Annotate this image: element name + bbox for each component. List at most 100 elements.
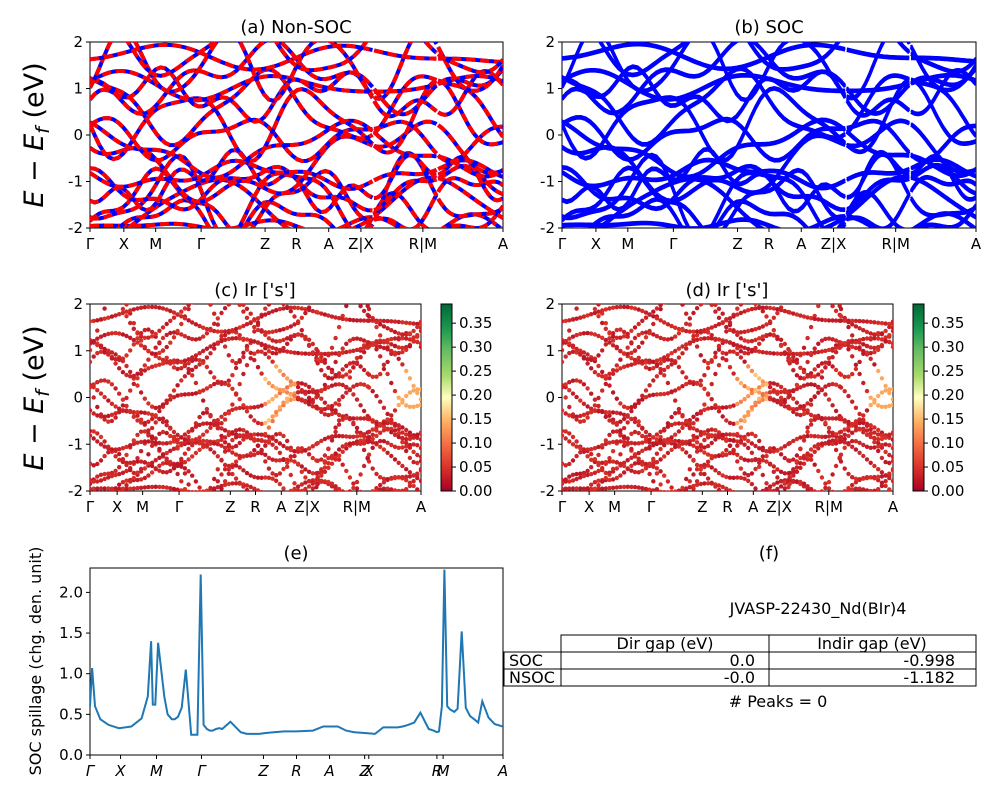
projection-point bbox=[277, 431, 283, 436]
projection-point bbox=[135, 456, 140, 461]
projection-point bbox=[581, 447, 587, 452]
projection-point bbox=[603, 373, 608, 379]
projection-point bbox=[381, 420, 387, 425]
band-line bbox=[90, 67, 374, 148]
projection-point bbox=[567, 280, 571, 284]
projection-point bbox=[691, 443, 696, 448]
projection-point bbox=[563, 463, 568, 468]
projection-point bbox=[378, 318, 383, 323]
projection-point bbox=[658, 469, 663, 474]
projection-point bbox=[658, 366, 663, 372]
projection-point bbox=[791, 358, 796, 364]
projection-point bbox=[237, 433, 242, 438]
projection-point bbox=[864, 488, 870, 491]
projection-point bbox=[259, 421, 264, 426]
projection-point bbox=[255, 443, 261, 448]
projection-point bbox=[299, 446, 304, 451]
band-line bbox=[90, 87, 374, 164]
projection-point bbox=[90, 486, 93, 491]
projection-point bbox=[274, 394, 279, 399]
projection-point bbox=[742, 442, 747, 447]
projection-point bbox=[629, 431, 634, 436]
projection-point bbox=[193, 450, 199, 456]
projection-point bbox=[853, 486, 859, 491]
projection-point bbox=[303, 335, 308, 341]
projection-point bbox=[351, 348, 356, 353]
projection-point bbox=[691, 426, 696, 431]
projection-point bbox=[288, 305, 293, 310]
projection-point bbox=[124, 372, 129, 378]
panel-b-ytick-label: 1 bbox=[545, 80, 555, 98]
projection-point bbox=[361, 367, 367, 373]
projection-point bbox=[106, 284, 110, 288]
projection-point bbox=[252, 329, 257, 334]
projection-point bbox=[833, 338, 839, 343]
projection-point bbox=[662, 490, 667, 491]
projection-point bbox=[767, 449, 773, 454]
projection-point bbox=[277, 441, 283, 446]
projection-point bbox=[124, 309, 129, 314]
projection-point bbox=[666, 295, 670, 299]
panel-e-title: (e) bbox=[283, 543, 308, 564]
projection-point bbox=[640, 330, 645, 336]
projection-point bbox=[201, 421, 206, 426]
projection-point bbox=[392, 432, 398, 437]
projection-point bbox=[816, 372, 821, 377]
projection-point bbox=[274, 478, 279, 483]
projection-point bbox=[347, 317, 353, 322]
projection-point bbox=[749, 481, 755, 487]
panel-b-ytick-label: -1 bbox=[540, 173, 555, 191]
projection-point bbox=[404, 336, 409, 341]
projection-point bbox=[698, 378, 703, 383]
projection-point bbox=[614, 335, 619, 340]
projection-point bbox=[890, 468, 893, 473]
peaks-count: # Peaks = 0 bbox=[729, 692, 828, 711]
projection-point bbox=[288, 447, 293, 453]
projection-point bbox=[226, 463, 231, 469]
projection-point bbox=[171, 310, 177, 315]
projection-point bbox=[830, 416, 835, 421]
projection-point bbox=[702, 445, 707, 450]
projection-point bbox=[589, 465, 594, 470]
projection-point bbox=[647, 462, 652, 467]
projection-point bbox=[306, 402, 312, 407]
projection-point bbox=[727, 443, 733, 448]
projection-point bbox=[274, 438, 279, 444]
projection-point bbox=[400, 320, 405, 325]
projection-point bbox=[842, 440, 847, 445]
projection-point bbox=[389, 430, 394, 435]
projection-point bbox=[418, 402, 421, 407]
projection-point bbox=[782, 444, 787, 449]
projection-point bbox=[90, 433, 93, 438]
projection-point bbox=[310, 308, 315, 314]
projection-point bbox=[153, 458, 158, 463]
projection-point bbox=[106, 471, 111, 476]
projection-point bbox=[713, 336, 718, 341]
projection-point bbox=[798, 277, 802, 281]
projection-point bbox=[582, 490, 586, 491]
projection-point bbox=[219, 414, 224, 419]
projection-point bbox=[621, 484, 627, 490]
projection-point bbox=[303, 475, 308, 480]
projection-point bbox=[344, 390, 349, 395]
projection-point bbox=[182, 466, 188, 471]
projection-point bbox=[760, 324, 765, 329]
panel-a-bands bbox=[90, 42, 503, 228]
projection-point bbox=[607, 418, 612, 423]
projection-point bbox=[680, 421, 685, 426]
projection-point bbox=[295, 380, 301, 386]
projection-point bbox=[823, 384, 828, 389]
projection-point bbox=[98, 334, 104, 339]
projection-point bbox=[816, 283, 820, 287]
projection-point bbox=[636, 332, 641, 338]
projection-point bbox=[303, 382, 308, 387]
projection-point bbox=[237, 336, 242, 341]
projection-point bbox=[629, 446, 634, 452]
projection-point bbox=[850, 399, 855, 404]
projection-point bbox=[767, 380, 773, 386]
projection-point bbox=[270, 350, 275, 356]
projection-point bbox=[890, 430, 893, 435]
projection-point bbox=[186, 489, 191, 491]
projection-point bbox=[201, 285, 205, 289]
projection-point bbox=[418, 344, 421, 350]
